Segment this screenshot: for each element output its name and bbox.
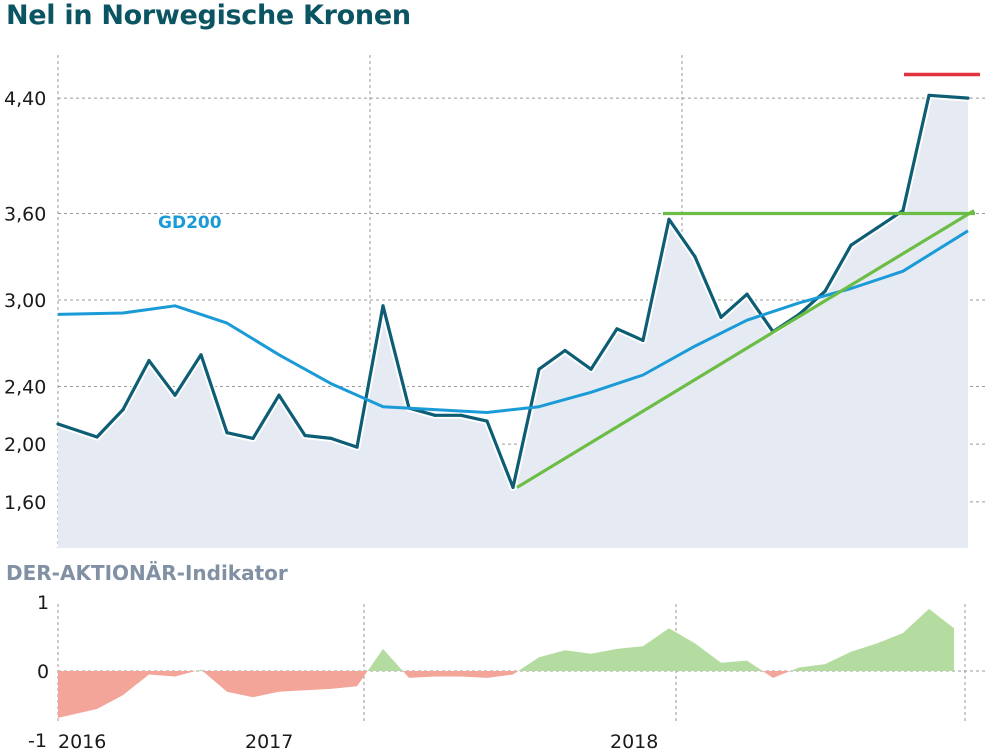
price-point [485, 419, 489, 423]
price-point [901, 209, 905, 213]
price-point [641, 338, 645, 342]
x-tick-label: 2016 [58, 731, 106, 752]
price-point [966, 96, 970, 100]
y-tick-label: 3,00 [4, 290, 46, 312]
price-point [381, 304, 385, 308]
price-point [537, 367, 541, 371]
price-point [719, 315, 723, 319]
indicator-negative-area [402, 671, 519, 678]
indicator-negative-area [58, 671, 196, 718]
price-point [927, 93, 931, 97]
price-point [745, 292, 749, 296]
indicator-negative-area [202, 671, 368, 698]
price-point [225, 431, 229, 435]
price-point [459, 413, 463, 417]
x-tick-label: 2018 [610, 731, 658, 752]
indicator-positive-area [367, 648, 403, 671]
price-point [121, 408, 125, 412]
y-tick-label: 4,40 [4, 88, 46, 110]
price-point [277, 393, 281, 397]
indicator-title: DER-AKTIONÄR-Indikator [6, 561, 288, 585]
indicator-negative-area [762, 671, 791, 678]
price-point [875, 226, 879, 230]
indicator-y-tick-label: 1 [37, 592, 49, 614]
price-point [693, 255, 697, 259]
price-point [251, 436, 255, 440]
price-point [95, 435, 99, 439]
indicator-y-tick-label: -1 [28, 730, 47, 752]
price-point [667, 217, 671, 221]
y-tick-label: 3,60 [4, 203, 46, 225]
price-area [58, 95, 968, 549]
price-point [563, 348, 567, 353]
price-point [433, 413, 437, 417]
price-point [823, 289, 827, 293]
indicator-positive-area [790, 608, 954, 671]
gd200-line [57, 229, 969, 414]
y-tick-label: 1,60 [4, 492, 46, 514]
y-tick-label: 2,00 [4, 434, 46, 456]
price-point [589, 367, 593, 371]
price-point [199, 353, 203, 357]
price-point [147, 359, 151, 363]
price-point [56, 422, 60, 426]
chart-title: Nel in Norwegische Kronen [6, 0, 411, 31]
price-point [511, 485, 515, 489]
price-point [355, 445, 359, 449]
indicator-positive-area [518, 628, 763, 671]
y-tick-label: 2,40 [4, 377, 46, 399]
price-point [303, 433, 307, 438]
indicator-positive-area [195, 669, 203, 671]
price-point [329, 436, 333, 440]
support-trendline [516, 209, 975, 489]
x-tick-label: 2017 [245, 731, 293, 752]
gd200-label: GD200 [158, 213, 222, 233]
price-point [173, 393, 177, 397]
price-point [849, 243, 853, 247]
price-point [615, 327, 619, 331]
indicator-y-tick-label: 0 [37, 661, 49, 683]
